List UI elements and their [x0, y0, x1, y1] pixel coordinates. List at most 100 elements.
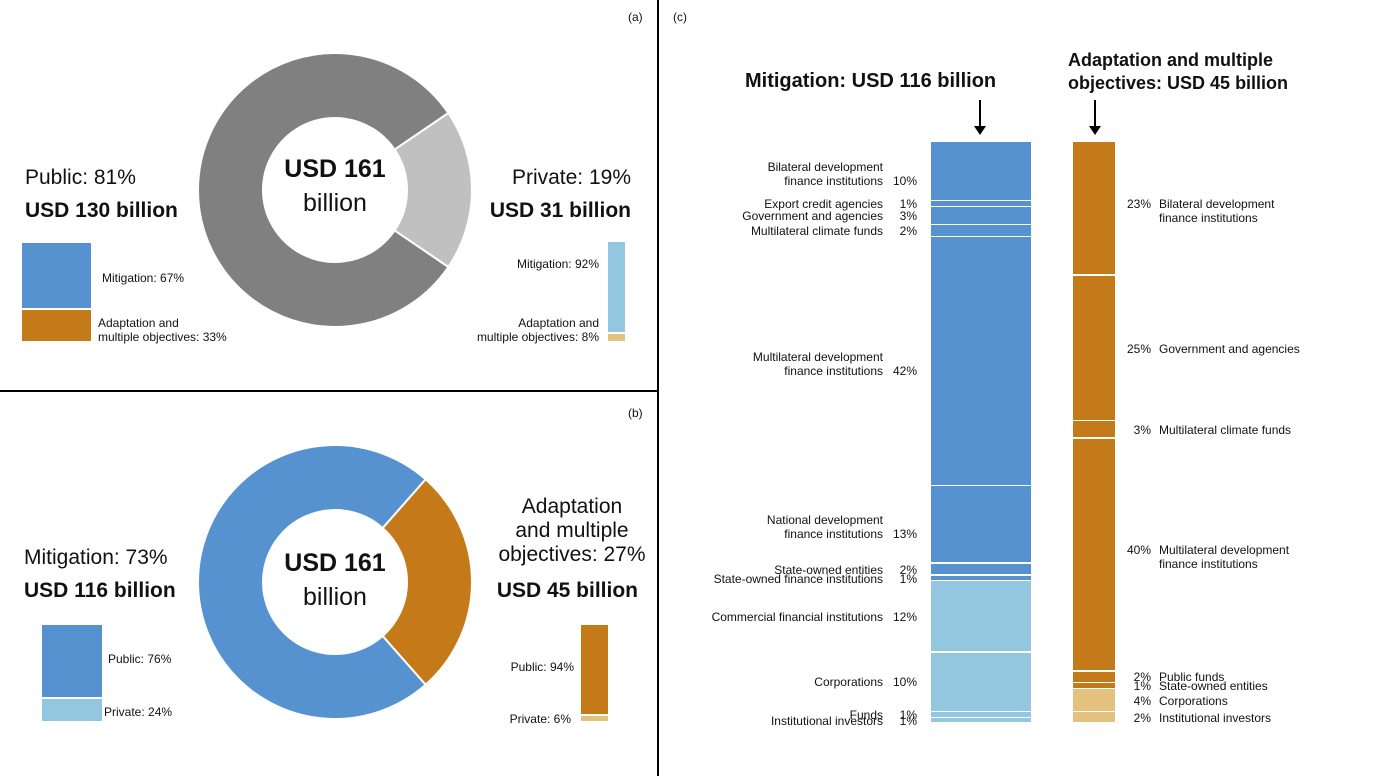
- segment-label-text: Multilateral climate funds: [1159, 423, 1292, 438]
- segment-label-text: Corporations: [1159, 693, 1228, 708]
- panel-b-mitigation-public-segment: [42, 625, 102, 697]
- bar-ada-label: 2% Public funds: [1123, 670, 1225, 685]
- bar-mit-label: Institutional investors 1%: [771, 714, 917, 728]
- panel-a-public-share: Public: 81%: [25, 166, 136, 189]
- bar-ada-segment: [1073, 712, 1115, 723]
- bar-mit-label: Corporations 10%: [814, 675, 917, 689]
- panel-a-public-adaptation-label: Adaptation and multiple objectives: 33%: [98, 316, 227, 344]
- panel-a-private-mitigation-segment: [608, 242, 625, 333]
- bar-ada-segment: [1073, 438, 1115, 671]
- bar-ada-segment: [1073, 689, 1115, 711]
- bar-mit-segment: [931, 207, 1031, 224]
- segment-value-label: 12%: [892, 610, 917, 625]
- panel-b-mitigation-private-segment: [42, 698, 102, 721]
- panel-b-adaptation-amount: USD 45 billion: [496, 579, 638, 602]
- panel-a-private-mitigation-label: Mitigation: 92%: [516, 257, 599, 271]
- panel-c-adaptation-title: Adaptation and multiple objectives: USD …: [1068, 49, 1288, 95]
- panel-b-mitigation-amount: USD 116 billion: [24, 579, 176, 602]
- segment-value-label: 40%: [1126, 543, 1151, 558]
- panel-b-mitigation-share: Mitigation: 73%: [24, 546, 168, 569]
- bar-mit-label: State-owned finance institutions 1%: [714, 572, 917, 586]
- panel-b-center-label: USD 161 billion: [254, 546, 416, 614]
- segment-label-text: Funds: [849, 708, 883, 723]
- segment-value-label: 3%: [1133, 423, 1151, 438]
- bar-ada-label: 3% Multilateral climate funds: [1123, 423, 1291, 437]
- bar-mit-label: Bilateral development finance institution…: [768, 160, 917, 188]
- panel-a-public-adaptation-segment: [22, 309, 91, 341]
- segment-label-text: Multilateral climate funds: [750, 224, 883, 239]
- segment-value-label: 1%: [899, 708, 917, 723]
- bar-ada-label: 1% State-owned entities: [1123, 679, 1268, 693]
- bar-mit-label: Multilateral development finance institut…: [753, 350, 917, 378]
- panel-a-public-amount: USD 130 billion: [25, 199, 178, 222]
- panel-b-adaptation-label-3: objectives: 27%: [498, 543, 646, 566]
- segment-value-label: 2%: [899, 562, 917, 577]
- segment-label-text: Public funds: [1159, 670, 1225, 685]
- panel-b-mitigation-split-bar: [42, 625, 102, 721]
- bar-mit-segment: [931, 237, 1031, 485]
- bar-ada-label: 25% Government and agencies: [1123, 342, 1300, 356]
- segment-value-label: 25%: [1126, 341, 1151, 356]
- bar-mit-segment: [931, 652, 1031, 711]
- panel-c-adaptation-title-2: objectives: USD 45 billion: [1068, 73, 1289, 93]
- panel-a-public-adaptation-label-1: Adaptation and: [98, 316, 179, 330]
- adaptation-stacked-bar: [1073, 142, 1115, 724]
- bar-mit-segment: [931, 712, 1031, 717]
- panel-b-adaptation-share: Adaptation and multiple objectives: 27%: [498, 495, 646, 567]
- panel-a-public-mitigation-segment: [22, 243, 91, 308]
- panel-a-public-split-bar: [22, 243, 91, 341]
- panel-a-private-adaptation-label-2: multiple objectives: 8%: [476, 330, 599, 344]
- bar-mit-segment: [931, 486, 1031, 563]
- donut-b-slice-adaptation: [381, 477, 473, 687]
- segment-value-label: 3%: [899, 209, 917, 224]
- bar-mit-segment: [931, 581, 1031, 652]
- panel-c-mitigation-title: Mitigation: USD 116 billion: [745, 70, 997, 92]
- segment-value-label: 2%: [899, 224, 917, 239]
- bar-ada-label: 4% Corporations: [1123, 694, 1228, 708]
- bar-ada-segment: [1073, 142, 1115, 275]
- segment-label-text: National development: [766, 513, 883, 528]
- bar-mit-label: Funds 1%: [850, 708, 917, 722]
- bar-ada-label: 2% Institutional investors: [1123, 711, 1271, 725]
- segment-label-text: State-owned entities: [1159, 679, 1268, 694]
- bar-mit-segment: [931, 142, 1031, 200]
- segment-label-text: State-owned entities: [774, 562, 883, 577]
- panel-a-center-label: USD 161 billion: [254, 152, 416, 220]
- panel-b-adaptation-label-1: Adaptation: [521, 495, 623, 518]
- panel-b-adaptation-public-segment: [581, 625, 608, 715]
- mitigation-stacked-bar: [931, 142, 1031, 724]
- panel-a-private-adaptation-label: Adaptation and multiple objectives: 8%: [477, 316, 599, 344]
- panel-b-adaptation-private-segment: [581, 716, 608, 721]
- bar-mit-segment: [931, 718, 1031, 723]
- panel-a-private-adaptation-label-1: Adaptation and: [518, 316, 599, 330]
- segment-value-label: 42%: [892, 363, 917, 378]
- panel-a-public-adaptation-label-2: multiple objectives: 33%: [98, 330, 227, 344]
- segment-value-label: 2%: [1133, 711, 1151, 726]
- segment-label-text: finance institutions: [784, 527, 883, 542]
- bar-mit-label: National development finance institutions…: [767, 513, 917, 541]
- segment-value-label: 1%: [899, 571, 917, 586]
- panel-a-public-mitigation-label: Mitigation: 67%: [102, 271, 185, 285]
- bar-mit-segment: [931, 225, 1031, 236]
- segment-label-text: finance institutions: [784, 363, 883, 378]
- panel-a-private-adaptation-segment: [608, 334, 625, 341]
- segment-label-text: Export credit agencies: [764, 197, 883, 212]
- bar-mit-segment: [931, 201, 1031, 206]
- panel-b-donut: [197, 444, 473, 720]
- segment-label-text: Multilateral development: [1159, 543, 1290, 558]
- bar-ada-segment: [1073, 671, 1115, 682]
- panel-a-tag: (a): [628, 10, 643, 24]
- panel-c-adaptation-title-1: Adaptation and multiple: [1068, 50, 1273, 70]
- panel-b-adaptation-split-bar: [581, 625, 608, 721]
- panel-a-center-line2: billion: [303, 189, 367, 217]
- bar-ada-segment: [1073, 421, 1115, 438]
- segment-label-text: finance institutions: [784, 173, 883, 188]
- segment-label-text: Bilateral development: [767, 159, 883, 174]
- bar-ada-label: 40% Multilateral development finance insti…: [1123, 543, 1289, 571]
- segment-label-text: Corporations: [814, 675, 883, 690]
- segment-value-label: 10%: [892, 675, 917, 690]
- segment-label-text: finance institutions: [1159, 210, 1258, 225]
- segment-label-text: Government and agencies: [742, 209, 883, 224]
- bar-ada-segment: [1073, 275, 1115, 420]
- segment-label-text: Government and agencies: [1159, 341, 1300, 356]
